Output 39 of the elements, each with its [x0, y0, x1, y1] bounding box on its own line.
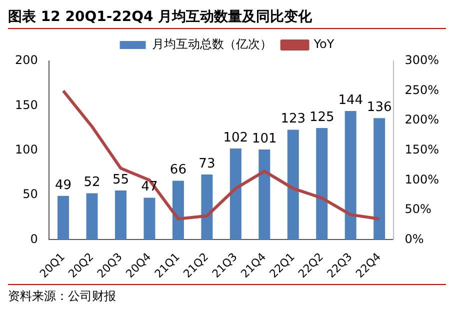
data-label: 144 — [338, 92, 364, 108]
bar — [86, 193, 98, 240]
bar — [344, 111, 356, 240]
y2-tick-label: 250% — [404, 82, 440, 97]
y-tick-label: 150 — [15, 98, 38, 112]
data-label: 55 — [112, 172, 130, 188]
text: 资料来源：公司财报 — [8, 284, 446, 305]
bar — [316, 128, 328, 240]
y2-tick-label: 150% — [404, 142, 440, 156]
y-tick-label: 100 — [15, 142, 38, 156]
bar — [144, 198, 156, 240]
bar — [114, 190, 126, 240]
data-label: 66 — [170, 162, 186, 178]
bar — [58, 196, 70, 240]
bar — [201, 174, 213, 240]
y2-tick-label: 100% — [404, 172, 440, 186]
y-tick-label: 0 — [30, 232, 38, 246]
y2-tick-label: 300% — [404, 53, 440, 68]
bar — [230, 148, 242, 240]
y2-tick-label: 200% — [404, 112, 440, 127]
data-label: 101 — [252, 131, 277, 146]
data-label: 136 — [366, 100, 392, 116]
y-tick-label: 200 — [15, 53, 38, 68]
legend-label: 月均互动总数（亿次） — [152, 37, 272, 52]
y-tick-label: 50 — [22, 187, 38, 202]
bar — [258, 149, 270, 240]
data-label: 52 — [84, 175, 100, 190]
bar — [172, 180, 184, 240]
legend-label: YoY — [312, 37, 335, 52]
bar — [287, 130, 299, 240]
data-label: 125 — [309, 110, 334, 125]
data-label: 123 — [280, 112, 306, 127]
data-label: 49 — [54, 178, 72, 193]
bar — [374, 118, 386, 240]
chart-title: 图表 12 20Q1-22Q4 月均互动数量及同比变化 — [8, 8, 446, 29]
data-label: 102 — [223, 130, 248, 146]
y2-tick-label: 0% — [404, 232, 424, 246]
data-label: 73 — [198, 156, 216, 172]
y2-tick-label: 50% — [404, 202, 432, 216]
